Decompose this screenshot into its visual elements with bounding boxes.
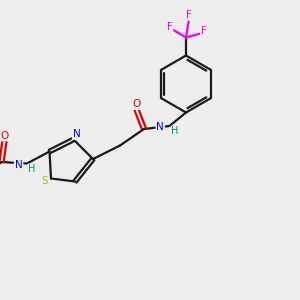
Text: S: S (41, 176, 48, 187)
Text: F: F (201, 26, 207, 37)
Text: N: N (73, 129, 80, 139)
Text: H: H (171, 126, 178, 136)
Text: F: F (167, 22, 172, 32)
Text: N: N (156, 122, 164, 133)
Text: F: F (186, 10, 192, 20)
Text: O: O (132, 99, 141, 109)
Text: N: N (15, 160, 22, 170)
Text: H: H (28, 164, 35, 175)
Text: O: O (0, 130, 9, 141)
